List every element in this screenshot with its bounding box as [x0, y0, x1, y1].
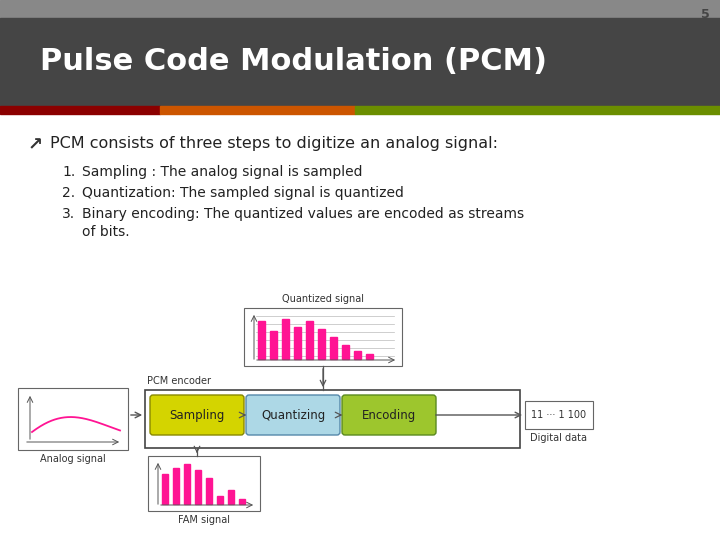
- Bar: [160, 106, 355, 114]
- Text: PCM consists of three steps to digitize an analog signal:: PCM consists of three steps to digitize …: [50, 136, 498, 151]
- Bar: [525, 401, 593, 429]
- Bar: [184, 464, 190, 504]
- Bar: [0, 106, 160, 114]
- Text: 1.: 1.: [62, 165, 76, 179]
- Bar: [162, 474, 168, 504]
- Bar: [206, 478, 212, 504]
- Text: of bits.: of bits.: [82, 225, 130, 239]
- Bar: [0, 18, 720, 106]
- Text: Quantization: The sampled signal is quantized: Quantization: The sampled signal is quan…: [82, 186, 404, 200]
- Text: Quantized signal: Quantized signal: [282, 294, 364, 304]
- Bar: [270, 331, 277, 359]
- Text: Analog signal: Analog signal: [40, 454, 106, 464]
- Text: ↗: ↗: [28, 136, 43, 154]
- Text: Sampling: Sampling: [169, 408, 225, 422]
- Bar: [282, 319, 289, 359]
- Text: Digital data: Digital data: [531, 433, 588, 443]
- Text: FAM signal: FAM signal: [178, 515, 230, 525]
- Bar: [0, 0, 720, 18]
- Bar: [173, 468, 179, 504]
- Bar: [18, 388, 128, 450]
- FancyBboxPatch shape: [342, 395, 436, 435]
- Bar: [239, 499, 245, 504]
- Text: PCM encoder: PCM encoder: [147, 376, 211, 386]
- Bar: [294, 327, 301, 359]
- Text: Binary encoding: The quantized values are encoded as streams: Binary encoding: The quantized values ar…: [82, 207, 524, 221]
- Text: 3.: 3.: [62, 207, 75, 221]
- Text: Encoding: Encoding: [362, 408, 416, 422]
- Bar: [306, 321, 313, 359]
- Bar: [228, 490, 234, 504]
- Bar: [195, 470, 201, 504]
- Bar: [244, 308, 402, 366]
- Text: 5: 5: [701, 8, 710, 21]
- Text: Pulse Code Modulation (PCM): Pulse Code Modulation (PCM): [40, 48, 547, 77]
- Text: Sampling : The analog signal is sampled: Sampling : The analog signal is sampled: [82, 165, 362, 179]
- Text: Quantizing: Quantizing: [261, 408, 325, 422]
- Bar: [330, 337, 337, 359]
- Bar: [366, 354, 373, 359]
- FancyBboxPatch shape: [246, 395, 340, 435]
- Bar: [354, 351, 361, 359]
- Text: 11 ··· 1 100: 11 ··· 1 100: [531, 410, 587, 420]
- Bar: [342, 345, 349, 359]
- Bar: [145, 390, 520, 448]
- Bar: [355, 106, 720, 114]
- Bar: [148, 456, 260, 511]
- Bar: [318, 329, 325, 359]
- Bar: [217, 496, 223, 504]
- Bar: [258, 321, 265, 359]
- Text: 2.: 2.: [62, 186, 75, 200]
- FancyBboxPatch shape: [150, 395, 244, 435]
